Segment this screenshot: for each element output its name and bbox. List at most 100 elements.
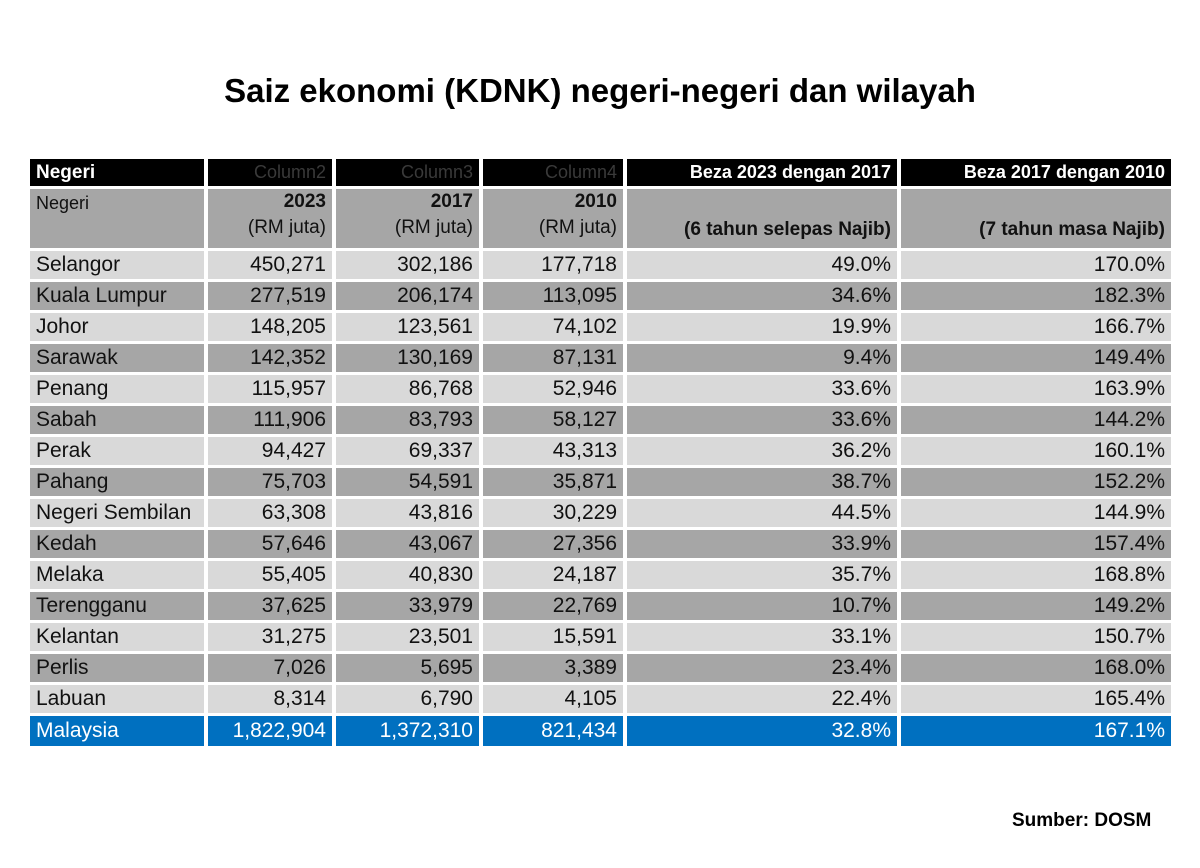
cell-beza1: 33.9% bbox=[627, 530, 897, 558]
cell-2023: 8,314 bbox=[208, 685, 332, 713]
subheader-2023: 2023 (RM juta) bbox=[208, 189, 332, 248]
cell-2017: 69,337 bbox=[336, 437, 479, 465]
cell-state: Negeri Sembilan bbox=[30, 499, 204, 527]
cell-beza1: 34.6% bbox=[627, 282, 897, 310]
total-beza2: 167.1% bbox=[901, 716, 1171, 746]
cell-2017: 83,793 bbox=[336, 406, 479, 434]
table-row: Johor 148,205 123,561 74,102 19.9% 166.7% bbox=[30, 313, 1171, 341]
total-state: Malaysia bbox=[30, 716, 204, 746]
cell-beza1: 19.9% bbox=[627, 313, 897, 341]
cell-2017: 43,816 bbox=[336, 499, 479, 527]
cell-2023: 115,957 bbox=[208, 375, 332, 403]
cell-beza1: 33.6% bbox=[627, 375, 897, 403]
cell-2017: 33,979 bbox=[336, 592, 479, 620]
cell-beza2: 157.4% bbox=[901, 530, 1171, 558]
cell-2023: 31,275 bbox=[208, 623, 332, 651]
cell-2010: 4,105 bbox=[483, 685, 623, 713]
table-row: Kedah 57,646 43,067 27,356 33.9% 157.4% bbox=[30, 530, 1171, 558]
table-row: Penang 115,957 86,768 52,946 33.6% 163.9% bbox=[30, 375, 1171, 403]
cell-state: Penang bbox=[30, 375, 204, 403]
table-body: Selangor 450,271 302,186 177,718 49.0% 170.0%… bbox=[30, 251, 1171, 713]
cell-state: Perlis bbox=[30, 654, 204, 682]
cell-2017: 43,067 bbox=[336, 530, 479, 558]
cell-2017: 40,830 bbox=[336, 561, 479, 589]
cell-beza2: 168.8% bbox=[901, 561, 1171, 589]
cell-state: Perak bbox=[30, 437, 204, 465]
cell-2010: 15,591 bbox=[483, 623, 623, 651]
cell-2010: 30,229 bbox=[483, 499, 623, 527]
cell-beza1: 36.2% bbox=[627, 437, 897, 465]
table-row: Kuala Lumpur 277,519 206,174 113,095 34.6% 18… bbox=[30, 282, 1171, 310]
cell-beza2: 163.9% bbox=[901, 375, 1171, 403]
cell-state: Kuala Lumpur bbox=[30, 282, 204, 310]
cell-state: Selangor bbox=[30, 251, 204, 279]
cell-beza2: 160.1% bbox=[901, 437, 1171, 465]
cell-2017: 123,561 bbox=[336, 313, 479, 341]
cell-2017: 86,768 bbox=[336, 375, 479, 403]
cell-beza1: 49.0% bbox=[627, 251, 897, 279]
subheader-2017-year: 2017 bbox=[430, 191, 473, 212]
cell-state: Sarawak bbox=[30, 344, 204, 372]
subheader-beza1-label: (6 tahun selepas Najib) bbox=[684, 219, 891, 240]
cell-2010: 24,187 bbox=[483, 561, 623, 589]
cell-state: Sabah bbox=[30, 406, 204, 434]
cell-2010: 87,131 bbox=[483, 344, 623, 372]
table-total-row: Malaysia 1,822,904 1,372,310 821,434 32.… bbox=[30, 716, 1171, 746]
total-2023: 1,822,904 bbox=[208, 716, 332, 746]
total-2017: 1,372,310 bbox=[336, 716, 479, 746]
cell-state: Kelantan bbox=[30, 623, 204, 651]
cell-2023: 450,271 bbox=[208, 251, 332, 279]
header-column4: Column4 bbox=[483, 159, 623, 186]
subheader-2010-unit: (RM juta) bbox=[538, 217, 617, 238]
subheader-2017: 2017 (RM juta) bbox=[336, 189, 479, 248]
cell-beza2: 170.0% bbox=[901, 251, 1171, 279]
cell-2017: 130,169 bbox=[336, 344, 479, 372]
table-row: Labuan 8,314 6,790 4,105 22.4% 165.4% bbox=[30, 685, 1171, 713]
cell-beza1: 44.5% bbox=[627, 499, 897, 527]
table-row: Perlis 7,026 5,695 3,389 23.4% 168.0% bbox=[30, 654, 1171, 682]
cell-2017: 6,790 bbox=[336, 685, 479, 713]
cell-beza2: 149.4% bbox=[901, 344, 1171, 372]
cell-2017: 206,174 bbox=[336, 282, 479, 310]
cell-2010: 74,102 bbox=[483, 313, 623, 341]
table-row: Sabah 111,906 83,793 58,127 33.6% 144.2% bbox=[30, 406, 1171, 434]
cell-2010: 43,313 bbox=[483, 437, 623, 465]
cell-state: Terengganu bbox=[30, 592, 204, 620]
cell-beza1: 23.4% bbox=[627, 654, 897, 682]
total-2010: 821,434 bbox=[483, 716, 623, 746]
cell-2023: 75,703 bbox=[208, 468, 332, 496]
table-row: Terengganu 37,625 33,979 22,769 10.7% 149.2% bbox=[30, 592, 1171, 620]
cell-2010: 58,127 bbox=[483, 406, 623, 434]
cell-state: Labuan bbox=[30, 685, 204, 713]
gdp-table: Negeri Column2 Column3 Column4 Beza 2023… bbox=[26, 156, 1175, 749]
cell-2017: 54,591 bbox=[336, 468, 479, 496]
cell-beza2: 165.4% bbox=[901, 685, 1171, 713]
subheader-beza1: (6 tahun selepas Najib) bbox=[627, 189, 897, 248]
table-row: Melaka 55,405 40,830 24,187 35.7% 168.8% bbox=[30, 561, 1171, 589]
cell-beza2: 152.2% bbox=[901, 468, 1171, 496]
total-beza1: 32.8% bbox=[627, 716, 897, 746]
cell-2010: 177,718 bbox=[483, 251, 623, 279]
cell-2023: 55,405 bbox=[208, 561, 332, 589]
cell-beza1: 38.7% bbox=[627, 468, 897, 496]
cell-2023: 37,625 bbox=[208, 592, 332, 620]
cell-2023: 7,026 bbox=[208, 654, 332, 682]
cell-2010: 113,095 bbox=[483, 282, 623, 310]
table-row: Perak 94,427 69,337 43,313 36.2% 160.1% bbox=[30, 437, 1171, 465]
header-column3: Column3 bbox=[336, 159, 479, 186]
subheader-2023-unit: (RM juta) bbox=[247, 217, 326, 238]
cell-beza1: 33.6% bbox=[627, 406, 897, 434]
subheader-negeri: Negeri bbox=[30, 189, 204, 248]
header-beza-2023-2017: Beza 2023 dengan 2017 bbox=[627, 159, 897, 186]
cell-2017: 23,501 bbox=[336, 623, 479, 651]
cell-2023: 142,352 bbox=[208, 344, 332, 372]
subheader-2017-unit: (RM juta) bbox=[394, 217, 473, 238]
cell-2010: 52,946 bbox=[483, 375, 623, 403]
table-row: Sarawak 142,352 130,169 87,131 9.4% 149.4% bbox=[30, 344, 1171, 372]
cell-beza1: 35.7% bbox=[627, 561, 897, 589]
table-row: Kelantan 31,275 23,501 15,591 33.1% 150.7% bbox=[30, 623, 1171, 651]
page-title: Saiz ekonomi (KDNK) negeri-negeri dan wi… bbox=[224, 72, 976, 109]
cell-2010: 3,389 bbox=[483, 654, 623, 682]
subheader-beza2: (7 tahun masa Najib) bbox=[901, 189, 1171, 248]
cell-2010: 22,769 bbox=[483, 592, 623, 620]
